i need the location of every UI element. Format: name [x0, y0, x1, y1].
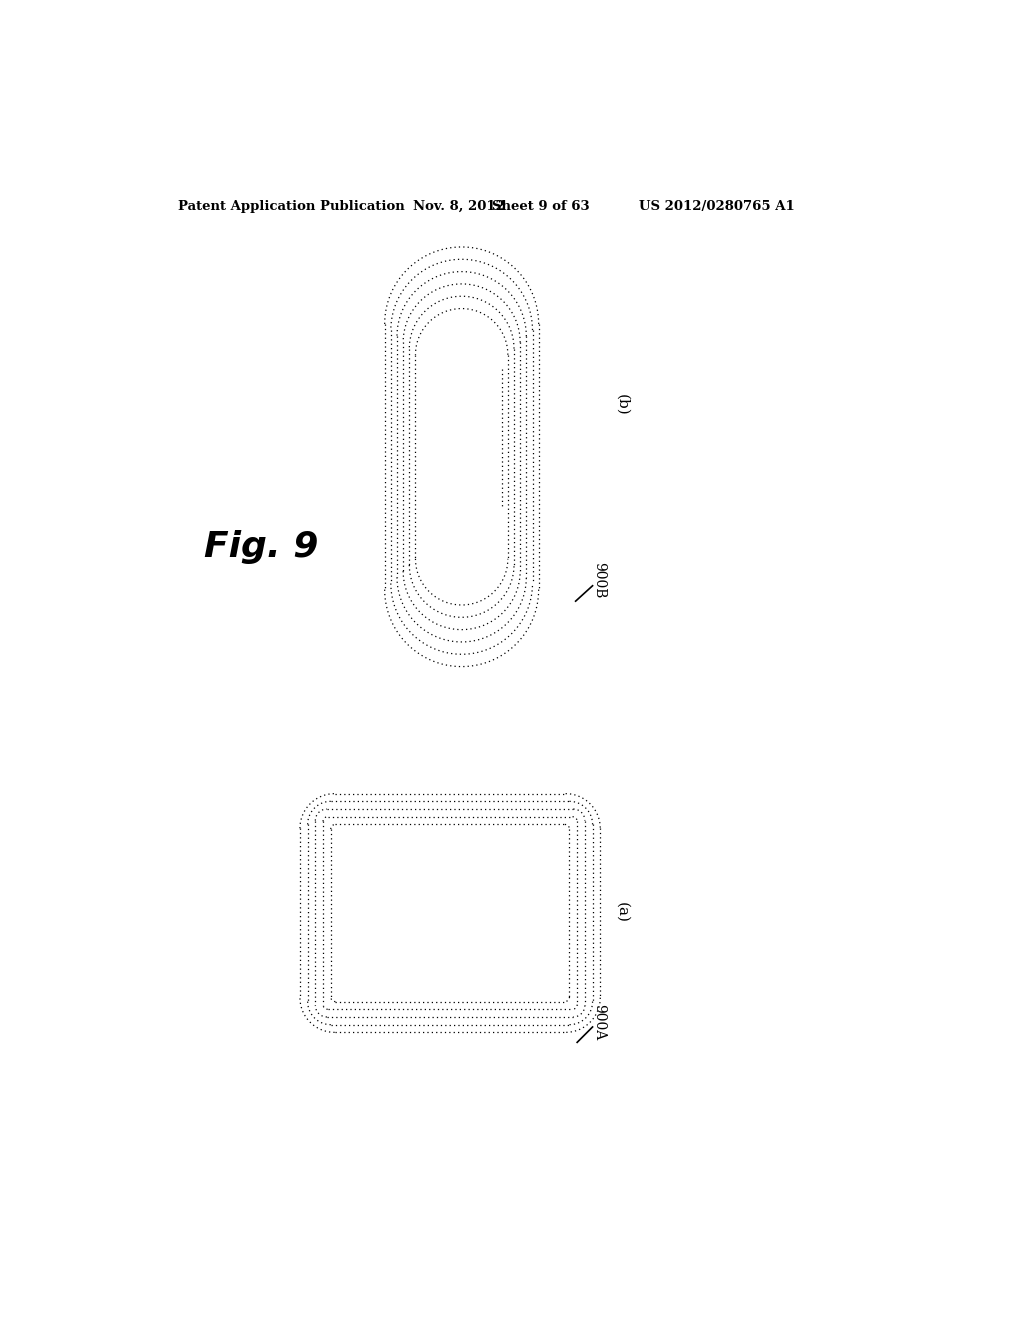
Text: 900A: 900A: [592, 1005, 606, 1040]
Text: Sheet 9 of 63: Sheet 9 of 63: [493, 199, 590, 213]
Text: Patent Application Publication: Patent Application Publication: [178, 199, 406, 213]
Text: Fig. 9: Fig. 9: [204, 531, 318, 564]
Text: US 2012/0280765 A1: US 2012/0280765 A1: [639, 199, 795, 213]
Text: Nov. 8, 2012: Nov. 8, 2012: [413, 199, 505, 213]
Text: (a): (a): [614, 903, 629, 924]
Text: (b): (b): [614, 393, 629, 416]
Text: 900B: 900B: [592, 562, 606, 598]
